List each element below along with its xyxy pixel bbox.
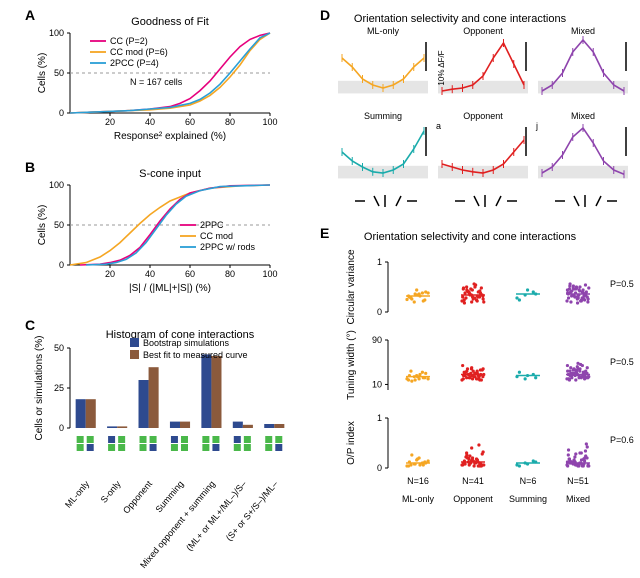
svg-text:2PCC (P=4): 2PCC (P=4) xyxy=(110,58,159,68)
svg-text:Orientation selectivity and co: Orientation selectivity and cone interac… xyxy=(354,13,567,25)
svg-text:60: 60 xyxy=(185,117,195,127)
svg-text:j: j xyxy=(535,121,538,131)
svg-text:50: 50 xyxy=(54,68,64,78)
svg-text:80: 80 xyxy=(225,269,235,279)
svg-text:100: 100 xyxy=(262,269,277,279)
svg-text:40: 40 xyxy=(145,117,155,127)
svg-text:1: 1 xyxy=(377,413,382,423)
svg-text:ML-only: ML-only xyxy=(63,478,92,509)
svg-text:Goodness of Fit: Goodness of Fit xyxy=(131,16,209,28)
svg-text:Summing: Summing xyxy=(509,494,547,504)
svg-text:Opponent: Opponent xyxy=(121,478,154,515)
svg-text:Opponent: Opponent xyxy=(463,111,503,121)
svg-text:Cells (%): Cells (%) xyxy=(37,53,48,94)
svg-text:N=16: N=16 xyxy=(407,476,429,486)
svg-text:0: 0 xyxy=(377,307,382,317)
svg-text:100: 100 xyxy=(262,117,277,127)
svg-text:60: 60 xyxy=(185,269,195,279)
svg-text:20: 20 xyxy=(105,117,115,127)
svg-text:P=0.5: P=0.5 xyxy=(610,279,634,289)
svg-text:Summing: Summing xyxy=(364,111,402,121)
svg-text:80: 80 xyxy=(225,117,235,127)
svg-text:10: 10 xyxy=(372,379,382,389)
svg-text:O/P index: O/P index xyxy=(346,421,357,465)
svg-text:D: D xyxy=(320,7,330,23)
svg-text:Opponent: Opponent xyxy=(463,26,503,36)
svg-text:B: B xyxy=(25,159,35,175)
svg-text:P=0.6: P=0.6 xyxy=(610,435,634,445)
svg-text:C: C xyxy=(25,317,35,333)
svg-text:Mixed: Mixed xyxy=(571,111,595,121)
svg-text:E: E xyxy=(320,225,329,241)
svg-text:Mixed: Mixed xyxy=(566,494,590,504)
svg-text:S-only: S-only xyxy=(99,478,123,504)
svg-text:Orientation selectivity and co: Orientation selectivity and cone interac… xyxy=(364,231,577,243)
svg-text:50: 50 xyxy=(54,220,64,230)
svg-text:Opponent: Opponent xyxy=(453,494,493,504)
svg-text:2PPC: 2PPC xyxy=(200,220,224,230)
svg-text:100: 100 xyxy=(49,180,64,190)
svg-text:Bootstrap simulations: Bootstrap simulations xyxy=(143,338,230,348)
svg-text:ML-only: ML-only xyxy=(402,494,435,504)
svg-text:Mixed: Mixed xyxy=(571,26,595,36)
svg-text:N=41: N=41 xyxy=(462,476,484,486)
svg-text:P=0.5: P=0.5 xyxy=(610,357,634,367)
svg-text:ML-only: ML-only xyxy=(367,26,400,36)
svg-text:Tuning width (°): Tuning width (°) xyxy=(346,330,357,400)
svg-text:A: A xyxy=(25,7,35,23)
svg-text:|S| / (|ML|+|S|) (%): |S| / (|ML|+|S|) (%) xyxy=(129,283,211,294)
svg-text:90: 90 xyxy=(372,335,382,345)
svg-text:N=51: N=51 xyxy=(567,476,589,486)
svg-text:10% ΔF/F: 10% ΔF/F xyxy=(437,50,446,85)
svg-text:Best fit to measured curve: Best fit to measured curve xyxy=(143,350,248,360)
svg-text:(ML+ or ML+/ML–)/S–: (ML+ or ML+/ML–)/S– xyxy=(184,479,248,553)
svg-text:100: 100 xyxy=(49,28,64,38)
svg-text:25: 25 xyxy=(54,383,64,393)
svg-text:Cells or simulations (%): Cells or simulations (%) xyxy=(34,335,45,440)
svg-text:CC mod (P=6): CC mod (P=6) xyxy=(110,47,168,57)
svg-text:Summing: Summing xyxy=(153,479,185,515)
svg-text:2PPC w/ rods: 2PPC w/ rods xyxy=(200,242,256,252)
svg-text:Response² explained (%): Response² explained (%) xyxy=(114,131,226,142)
svg-text:0: 0 xyxy=(59,108,64,118)
svg-text:0: 0 xyxy=(59,423,64,433)
svg-text:0: 0 xyxy=(377,463,382,473)
svg-text:0: 0 xyxy=(59,260,64,270)
svg-text:a: a xyxy=(436,121,441,131)
svg-text:40: 40 xyxy=(145,269,155,279)
svg-text:Circular variance: Circular variance xyxy=(346,249,357,324)
svg-text:1: 1 xyxy=(377,257,382,267)
svg-text:20: 20 xyxy=(105,269,115,279)
svg-text:50: 50 xyxy=(54,343,64,353)
svg-text:N=6: N=6 xyxy=(520,476,537,486)
svg-text:S-cone input: S-cone input xyxy=(139,168,201,180)
svg-text:N = 167 cells: N = 167 cells xyxy=(130,77,183,87)
svg-text:Cells (%): Cells (%) xyxy=(37,205,48,246)
svg-text:CC mod: CC mod xyxy=(200,231,233,241)
svg-text:CC (P=2): CC (P=2) xyxy=(110,36,148,46)
